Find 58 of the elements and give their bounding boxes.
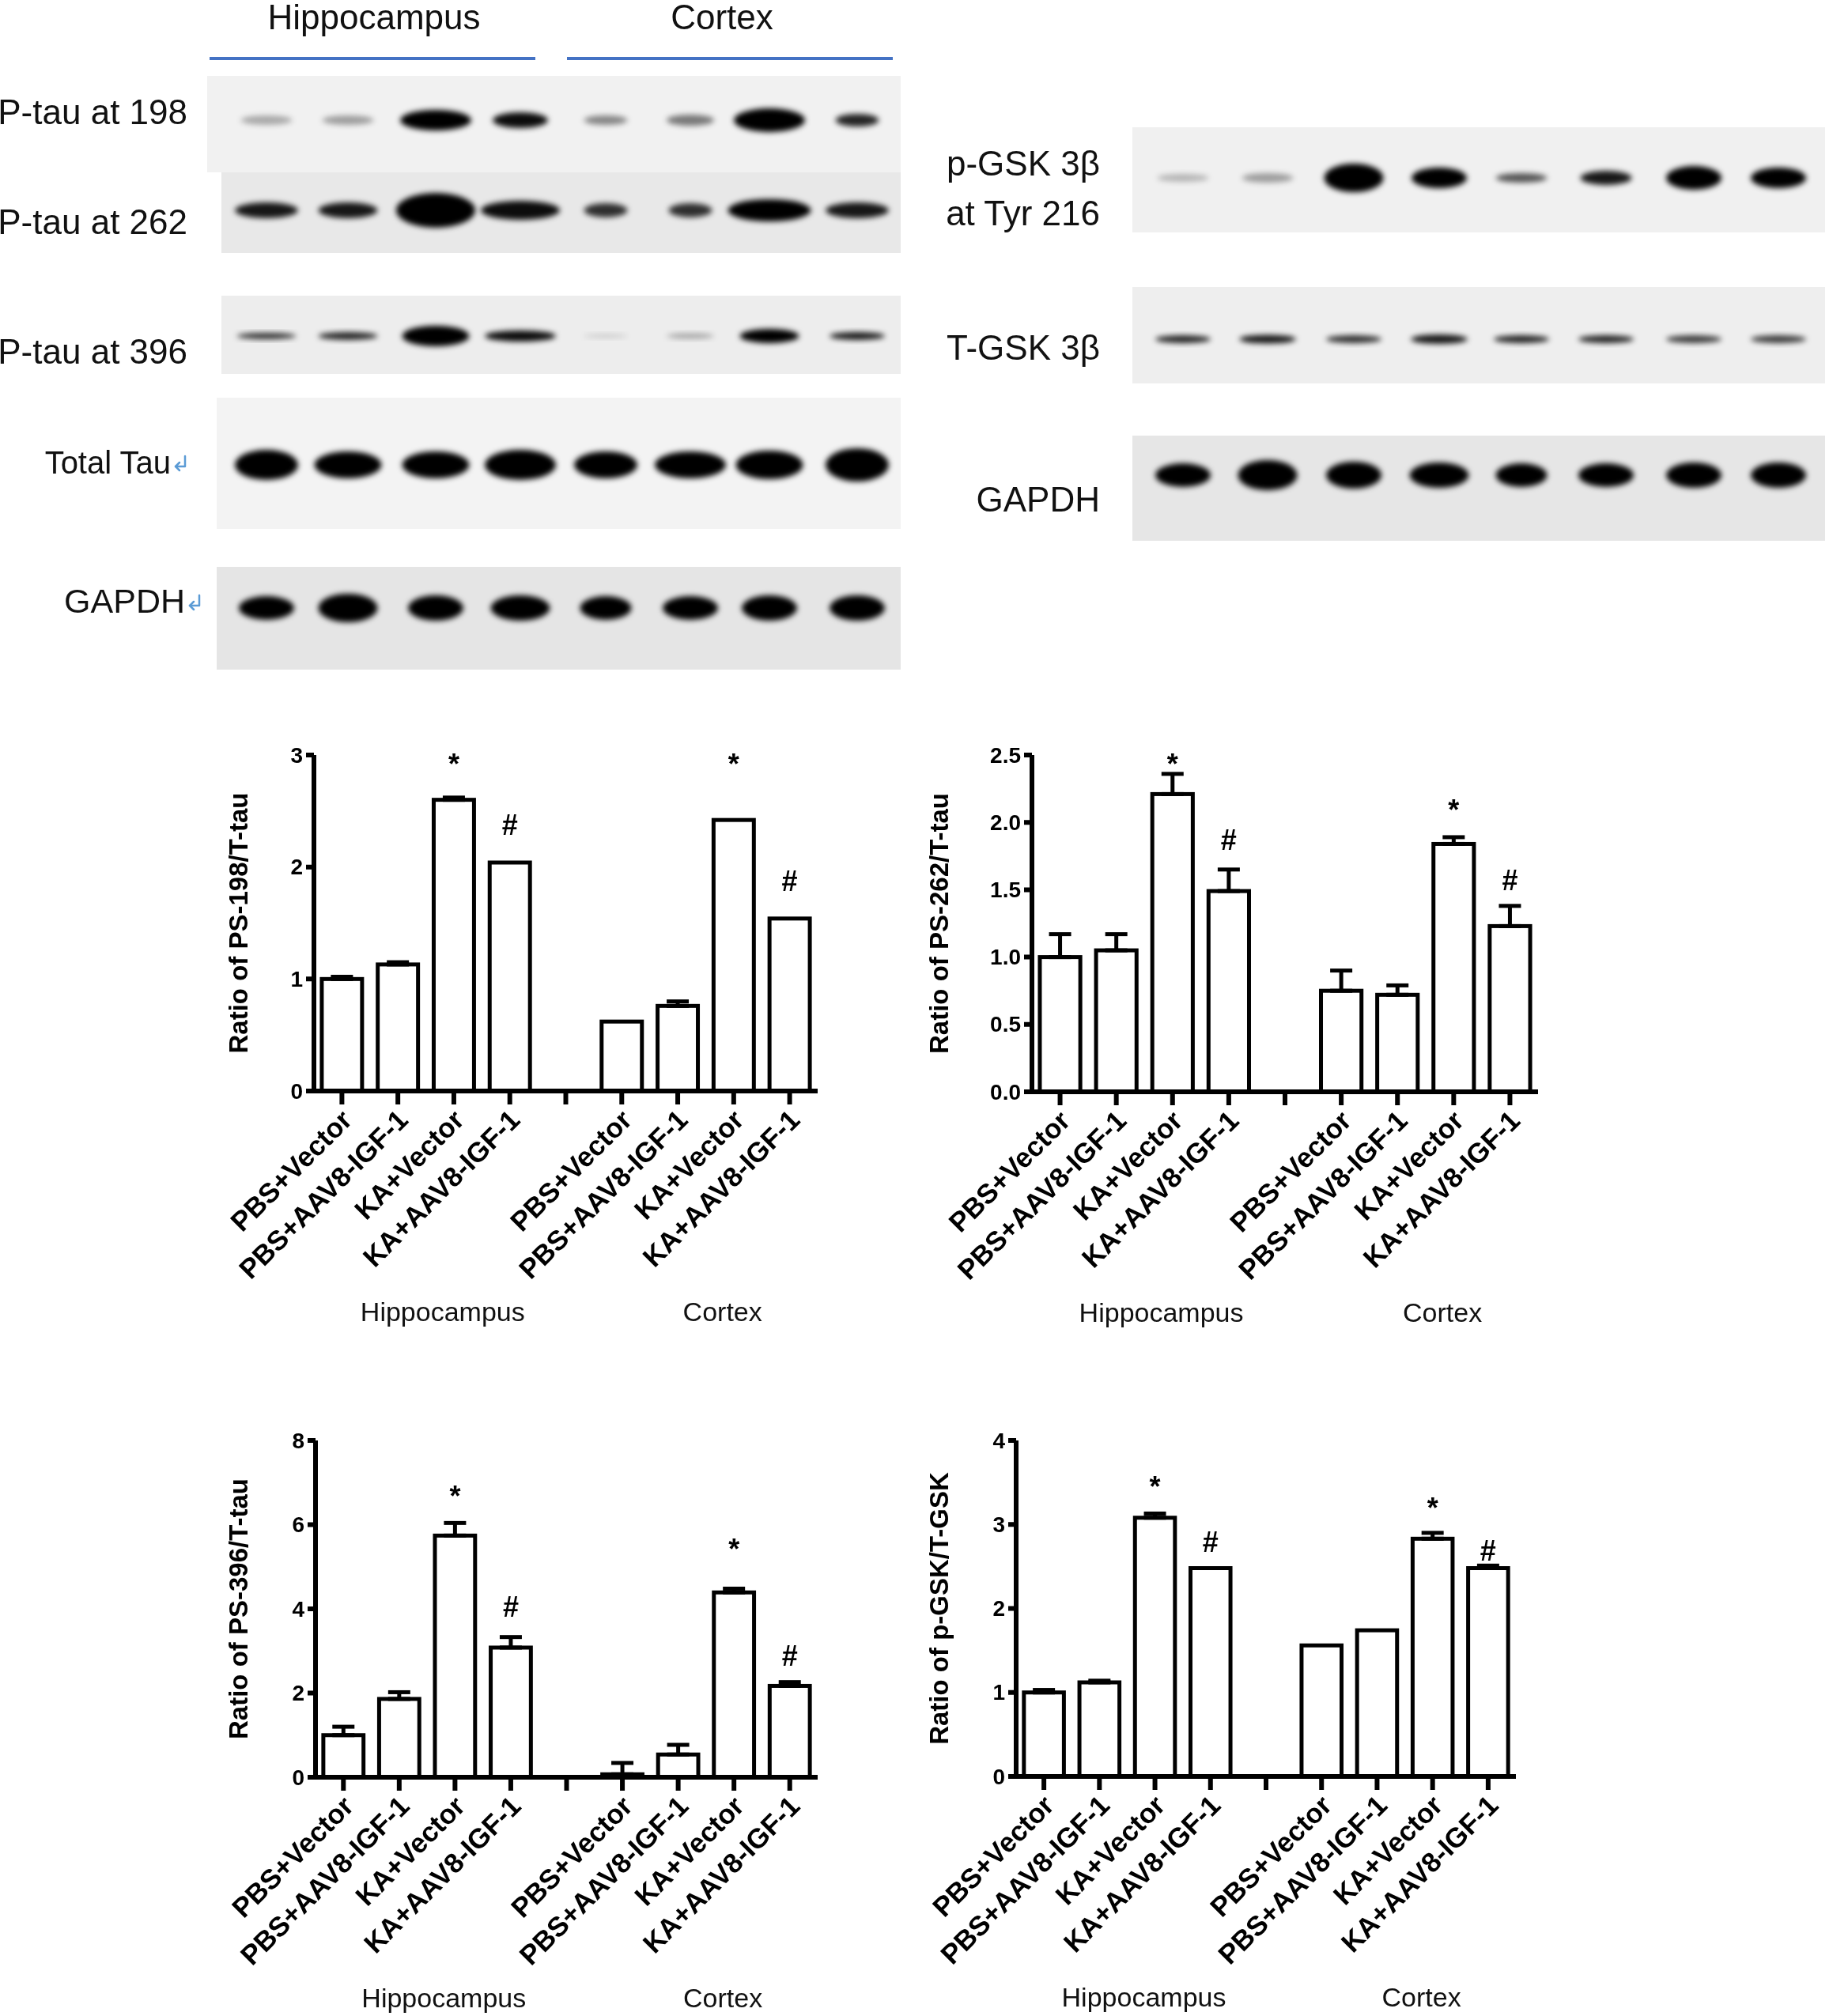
text: P-tau at 262	[0, 202, 187, 241]
annotation: #	[781, 865, 798, 898]
annotation: *	[728, 747, 739, 780]
y-tick-label: 1	[290, 966, 303, 991]
text: Cortex	[682, 1297, 762, 1327]
y-tick-label: 4	[992, 1428, 1006, 1453]
y-axis-title: Ratio of p-GSK/T-GSK	[924, 1472, 954, 1745]
y-axis-title: Ratio of PS-262/T-tau	[924, 792, 954, 1055]
text: Hippocampus	[1061, 1982, 1226, 2012]
annotation: #	[1502, 864, 1518, 897]
y-tick-label: 8	[292, 1428, 304, 1453]
y-tick-label: 1.0	[990, 945, 1021, 970]
y-tick-label: 0.0	[990, 1079, 1021, 1104]
text: Cortex	[1403, 1297, 1483, 1327]
y-tick-label: 2	[292, 1681, 304, 1705]
annotation: *	[728, 1532, 740, 1565]
y-axis-title: Ratio of PS-198/T-tau	[223, 792, 253, 1054]
text: Hippocampus	[1079, 1297, 1244, 1327]
text: Hippocampus	[361, 1983, 527, 2013]
text: T-GSK 3β	[946, 328, 1100, 367]
annotation: #	[502, 1591, 519, 1624]
annotation: #	[781, 1640, 798, 1673]
text: P-tau at 198	[0, 92, 187, 131]
annotation: *	[448, 748, 459, 781]
text: Cortex	[682, 1983, 763, 2013]
y-tick-label: 0	[992, 1764, 1005, 1789]
text: Cortex	[671, 0, 773, 36]
y-tick-label: 3	[290, 742, 303, 768]
annotation: #	[1220, 824, 1237, 857]
y-tick-label: 2	[290, 855, 303, 880]
y-axis-title: Ratio of PS-396/T-tau	[223, 1478, 253, 1740]
y-tick-label: 2	[992, 1596, 1005, 1621]
annotation: *	[449, 1479, 461, 1512]
annotation: *	[1149, 1470, 1161, 1503]
annotation: #	[501, 808, 518, 841]
y-tick-label: 4	[292, 1596, 305, 1621]
text: Hippocampus	[267, 0, 481, 36]
text: GAPDH	[64, 582, 185, 620]
y-tick-label: 1.5	[990, 877, 1021, 902]
y-tick-label: 0	[292, 1765, 304, 1790]
y-tick-label: 1	[992, 1680, 1005, 1705]
annotation: *	[1448, 794, 1460, 827]
y-tick-label: 2.0	[990, 810, 1021, 835]
annotation: #	[1480, 1534, 1496, 1567]
annotation: #	[1202, 1526, 1219, 1558]
y-tick-label: 0	[290, 1078, 303, 1104]
y-tick-label: 6	[292, 1512, 304, 1537]
text: Cortex	[1381, 1982, 1461, 2012]
text: GAPDH	[976, 480, 1100, 519]
text: P-tau at 396	[0, 332, 187, 371]
y-tick-label: 2.5	[990, 742, 1021, 768]
y-tick-label: 3	[992, 1512, 1005, 1537]
annotation: *	[1166, 748, 1178, 781]
y-tick-label: 0.5	[990, 1012, 1021, 1037]
text: Total Tau	[44, 445, 171, 480]
text: Hippocampus	[360, 1297, 525, 1327]
text: p-GSK 3β at Tyr 216	[946, 144, 1100, 232]
annotation: *	[1427, 1492, 1438, 1525]
